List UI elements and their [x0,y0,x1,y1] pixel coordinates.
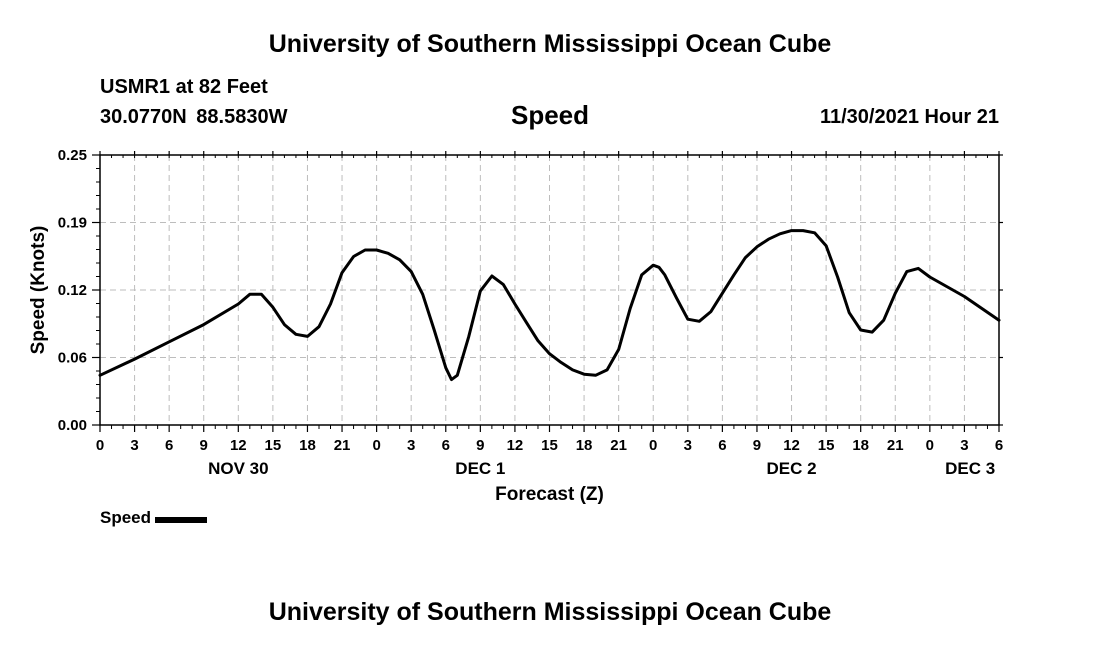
series-layer [98,229,1001,382]
x-tick-label: 21 [334,437,351,454]
y-tick-label: 0.00 [58,417,87,434]
legend: Speed [100,508,208,528]
series-line-speed [98,229,1001,382]
x-tick-label: 12 [230,437,247,454]
x-tick-label: 3 [684,437,692,454]
y-tick-label: 0.19 [58,215,87,232]
day-label: DEC 3 [945,459,995,478]
x-tick-label: 6 [165,437,173,454]
x-tick-label: 3 [960,437,968,454]
x-tick-labels: 0 3 6 9 12 15 18 21 0 3 6 9 12 15 18 21 0 3 6 9 12 15 18 21 0 3 6 [96,437,1003,454]
x-tick-label: 6 [442,437,450,454]
top-border-dots [99,155,1000,158]
x-tick-label: 18 [852,437,869,454]
x-tick-label: 21 [610,437,627,454]
x-tick-label: 9 [753,437,761,454]
legend-swatch [155,516,208,523]
y-tick-labels: 0.00 0.06 0.12 0.19 0.25 [58,147,87,434]
x-tick-label: 0 [96,437,104,454]
x-tick-label: 12 [507,437,524,454]
x-tick-label: 15 [541,437,558,454]
y-tick-label: 0.12 [58,282,87,299]
axis-ticks [92,151,1003,432]
x-tick-label: 21 [887,437,904,454]
x-tick-label: 12 [783,437,800,454]
y-tick-label: 0.06 [58,350,87,367]
grid-lines [100,155,999,425]
legend-label: Speed [100,508,152,527]
day-labels: NOV 30 DEC 1 DEC 2 DEC 3 [208,459,995,478]
coordinates-label: 30.0770N 88.5830W [100,106,288,128]
chart-subtitle: Speed [510,100,590,130]
x-tick-label: 0 [372,437,380,454]
datetime-label: 11/30/2021 Hour 21 [819,106,999,128]
x-tick-label: 18 [576,437,593,454]
x-axis-label: Forecast (Z) [495,484,604,505]
x-tick-label: 18 [299,437,316,454]
x-tick-label: 6 [995,437,1003,454]
y-tick-label: 0.25 [58,147,87,164]
x-tick-label: 9 [476,437,484,454]
x-tick-label: 9 [200,437,208,454]
day-label: DEC 2 [766,459,816,478]
x-tick-label: 15 [818,437,835,454]
y-axis-label: Speed (Knots) [28,226,49,355]
day-label: NOV 30 [208,459,268,478]
x-tick-label: 0 [926,437,934,454]
x-tick-label: 6 [718,437,726,454]
footer-title: University of Southern Mississippi Ocean… [268,598,832,626]
x-tick-label: 0 [649,437,657,454]
day-label: DEC 1 [455,459,505,478]
x-tick-label: 3 [130,437,138,454]
main-title: University of Southern Mississippi Ocean… [268,30,832,58]
x-tick-label: 3 [407,437,415,454]
station-label: USMR1 at 82 Feet [100,76,268,98]
x-tick-label: 15 [265,437,282,454]
